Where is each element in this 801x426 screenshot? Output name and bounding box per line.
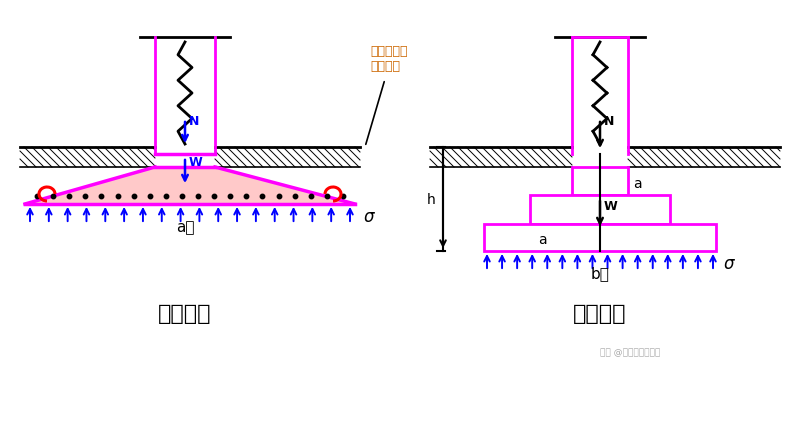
Bar (530, 196, 670, 225)
Bar (215, 148, 360, 167)
Text: N: N (189, 115, 199, 128)
Text: b）: b） (590, 265, 610, 280)
Bar (628, 148, 780, 167)
Text: σ: σ (363, 207, 373, 225)
Text: 冲刷线处: 冲刷线处 (370, 60, 400, 73)
Bar (430, 148, 572, 167)
Bar (20, 148, 155, 167)
Text: N: N (604, 115, 614, 128)
Text: 地面或最大: 地面或最大 (370, 45, 408, 58)
Polygon shape (25, 167, 355, 204)
Text: h: h (427, 193, 436, 207)
Text: 柔性基础: 柔性基础 (159, 303, 211, 323)
Text: W: W (189, 155, 203, 169)
Text: a）: a） (175, 219, 195, 234)
Text: a: a (538, 233, 546, 247)
Text: W: W (604, 200, 618, 213)
Bar (572, 167, 628, 196)
Text: 实案 @建筑工程一点通: 实案 @建筑工程一点通 (600, 347, 660, 356)
Text: a: a (633, 177, 642, 190)
Text: 刚性基础: 刚性基础 (574, 303, 626, 323)
Bar (484, 225, 716, 251)
Text: σ: σ (724, 254, 735, 272)
